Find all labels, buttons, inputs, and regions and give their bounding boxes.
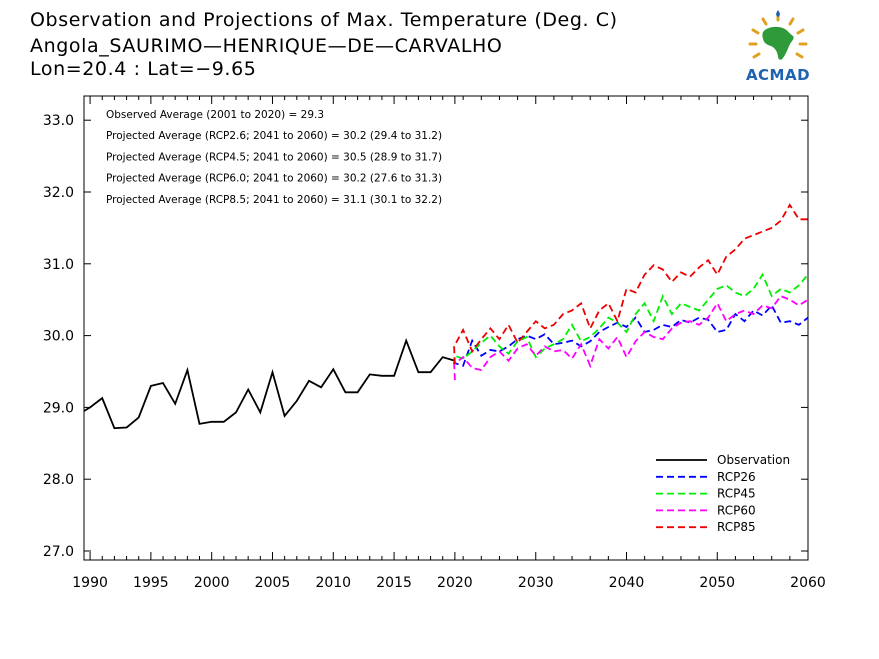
africa-map-icon <box>748 10 808 60</box>
acmad-logo: ACMAD <box>735 8 821 86</box>
x-tick-label: 2020 <box>437 575 473 591</box>
y-tick-label: 30.0 <box>43 329 74 345</box>
series-line-rcp60 <box>453 295 809 381</box>
legend-label: RCP26 <box>717 470 756 484</box>
plot-frame <box>83 95 809 561</box>
series-line-rcp26 <box>452 303 809 367</box>
legend-label: RCP85 <box>717 520 756 534</box>
annotation-line: Projected Average (RCP4.5; 2041 to 2060)… <box>106 151 442 163</box>
x-tick-label: 1990 <box>72 575 108 591</box>
legend-label: Observation <box>717 453 790 467</box>
x-tick-label: 2010 <box>315 575 351 591</box>
series-line-rcp45 <box>453 272 809 365</box>
station-name: Angola_SAURIMO—HENRIQUE—DE—CARVALHO <box>30 35 503 57</box>
x-tick-label: 2050 <box>699 575 735 591</box>
legend-label: RCP60 <box>717 503 756 517</box>
x-tick-label: 1995 <box>133 575 169 591</box>
annotation-line: Projected Average (RCP8.5; 2041 to 2060)… <box>106 194 442 206</box>
y-tick-label: 31.0 <box>43 257 74 273</box>
y-tick-label: 28.0 <box>43 472 74 488</box>
y-tick-label: 27.0 <box>43 544 74 560</box>
y-tick-label: 32.0 <box>43 185 74 201</box>
x-tick-label: 2060 <box>790 575 826 591</box>
x-tick-label: 2040 <box>609 575 645 591</box>
y-tick-label: 29.0 <box>43 400 74 416</box>
x-tick-label: 2015 <box>376 575 412 591</box>
x-tick-label: 2030 <box>518 575 554 591</box>
annotation-line: Projected Average (RCP6.0; 2041 to 2060)… <box>106 173 442 185</box>
x-tick-label: 2000 <box>194 575 230 591</box>
annotation-line: Projected Average (RCP2.6; 2041 to 2060)… <box>106 130 442 142</box>
acmad-logo-text: ACMAD <box>745 66 811 84</box>
chart-title: Observation and Projections of Max. Temp… <box>30 9 618 31</box>
station-coordinates: Lon=20.4 : Lat=−9.65 <box>30 58 257 80</box>
series-line-observation <box>83 337 456 430</box>
series-line-rcp85 <box>453 203 808 365</box>
annotation-line: Observed Average (2001 to 2020) = 29.3 <box>106 109 324 121</box>
y-tick-label: 33.0 <box>43 113 74 129</box>
x-tick-label: 2005 <box>255 575 291 591</box>
legend-label: RCP45 <box>717 487 756 501</box>
